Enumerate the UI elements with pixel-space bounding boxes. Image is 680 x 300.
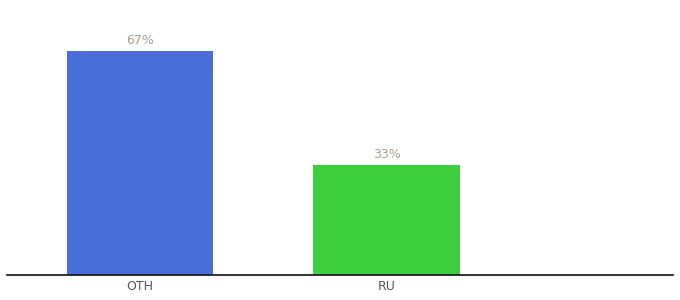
Bar [313,164,460,275]
Text: 67%: 67% [126,34,154,47]
Text: 33%: 33% [373,148,401,161]
Bar [67,50,214,275]
